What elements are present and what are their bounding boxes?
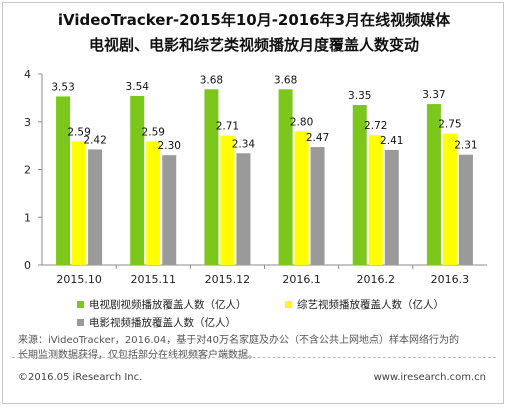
x-tick-label: 2016.1 xyxy=(282,273,321,286)
x-tick-label: 2015.11 xyxy=(131,273,177,286)
chart-title-line-2: 电视剧、电影和综艺类视频播放月度覆盖人数变动 xyxy=(88,36,419,54)
data-label: 2.41 xyxy=(380,135,403,147)
data-label: 2.71 xyxy=(216,121,239,133)
legend-swatch-movie xyxy=(77,319,84,326)
data-label: 3.68 xyxy=(200,74,223,86)
data-label: 2.34 xyxy=(232,138,256,150)
data-label: 3.35 xyxy=(348,90,371,102)
y-tick-label: 3 xyxy=(24,116,31,129)
bar xyxy=(88,149,103,265)
bar xyxy=(72,141,87,265)
y-tick-label: 1 xyxy=(24,211,31,224)
source-note-line-1: 来源：iVideoTracker，2016.04，基于对40万名家庭及办公（不含… xyxy=(18,335,459,346)
data-label: 3.54 xyxy=(126,81,150,93)
bar xyxy=(146,141,161,265)
legend-label-variety: 综艺视频播放覆盖人数（亿人） xyxy=(297,299,444,311)
data-label: 2.47 xyxy=(306,132,329,144)
bar xyxy=(458,154,473,265)
x-tick-label: 2016.3 xyxy=(431,273,470,286)
data-label: 2.59 xyxy=(67,126,90,138)
bar xyxy=(294,131,309,265)
x-tick-label: 2016.2 xyxy=(357,273,396,286)
bar xyxy=(384,149,399,265)
x-tick-label: 2015.12 xyxy=(205,273,251,286)
data-label: 2.42 xyxy=(83,134,106,146)
data-label: 2.30 xyxy=(158,140,181,152)
y-tick-label: 2 xyxy=(24,164,31,177)
legend-label-tv-series: 电视剧视频播放覆盖人数（亿人） xyxy=(89,299,247,311)
footer-website: www.iresearch.com.cn xyxy=(373,372,486,383)
data-label: 2.31 xyxy=(454,140,477,152)
source-note-line-2: 长期监测数据获得，仅包括部分在线视频客户端数据。 xyxy=(18,350,258,361)
bar xyxy=(426,104,441,266)
bar xyxy=(278,89,293,265)
chart-title-line-1: iVideoTracker-2015年10月-2016年3月在线视频媒体 xyxy=(57,11,451,29)
bar xyxy=(162,155,177,265)
legend-swatch-tv-series xyxy=(77,301,84,308)
bar xyxy=(130,95,145,265)
bar xyxy=(310,147,325,265)
bar xyxy=(56,96,71,265)
x-tick-label: 2015.10 xyxy=(56,273,102,286)
y-tick-label: 4 xyxy=(24,68,31,81)
legend-item-tv-series: 电视剧视频播放覆盖人数（亿人） xyxy=(77,297,247,312)
data-label: 2.72 xyxy=(364,120,387,132)
data-label: 2.59 xyxy=(142,126,165,138)
legend-swatch-variety xyxy=(285,301,292,308)
legend-item-movie: 电影视频播放覆盖人数（亿人） xyxy=(77,315,236,330)
bar xyxy=(368,135,383,265)
data-label: 2.75 xyxy=(438,119,461,131)
legend-item-variety: 综艺视频播放覆盖人数（亿人） xyxy=(285,297,444,312)
footer-divider xyxy=(12,357,496,358)
bar xyxy=(352,105,367,265)
bar xyxy=(236,153,251,265)
bar xyxy=(442,133,457,265)
data-label: 3.68 xyxy=(274,74,297,86)
bar xyxy=(220,135,235,265)
data-label: 3.37 xyxy=(422,89,445,101)
bar xyxy=(204,89,219,265)
data-label: 3.53 xyxy=(51,81,74,93)
data-label: 2.80 xyxy=(290,116,313,128)
legend-label-movie: 电影视频播放覆盖人数（亿人） xyxy=(89,317,236,329)
y-tick-label: 0 xyxy=(24,259,31,272)
footer-copyright: ©2016.05 iResearch Inc. xyxy=(18,372,143,383)
